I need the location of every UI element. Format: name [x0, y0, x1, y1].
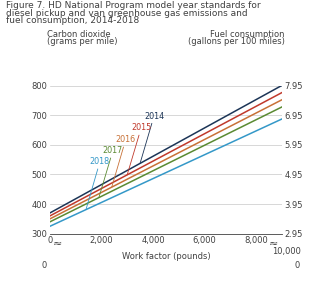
- Text: 2018: 2018: [86, 157, 110, 209]
- Text: 0: 0: [42, 261, 47, 270]
- Text: (gallons per 100 miles): (gallons per 100 miles): [188, 37, 285, 46]
- Text: 2017: 2017: [99, 146, 123, 198]
- Text: 2015: 2015: [127, 123, 151, 175]
- Text: Fuel consumption: Fuel consumption: [211, 30, 285, 39]
- Text: 2014: 2014: [140, 111, 164, 163]
- Text: (grams per mile): (grams per mile): [47, 37, 117, 46]
- Text: ≈: ≈: [53, 239, 62, 249]
- Text: ≈: ≈: [269, 239, 279, 249]
- Text: Carbon dioxide: Carbon dioxide: [47, 30, 110, 39]
- Text: Figure 7. HD National Program model year standards for: Figure 7. HD National Program model year…: [6, 1, 261, 11]
- Text: diesel pickup and van greenhouse gas emissions and: diesel pickup and van greenhouse gas emi…: [6, 9, 248, 18]
- Text: 10,000: 10,000: [272, 247, 301, 256]
- Text: Work factor (pounds): Work factor (pounds): [121, 252, 210, 261]
- Text: fuel consumption, 2014-2018: fuel consumption, 2014-2018: [6, 16, 140, 25]
- Text: 2016: 2016: [112, 135, 136, 187]
- Text: 0: 0: [294, 261, 299, 270]
